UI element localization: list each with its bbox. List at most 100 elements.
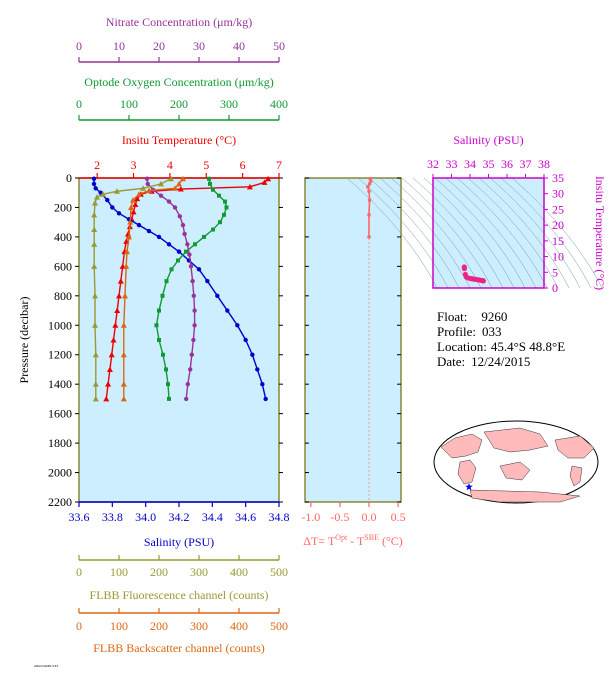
nitrate-point	[192, 323, 197, 328]
fluorescence-point	[140, 185, 146, 191]
oxygen-point	[202, 234, 206, 239]
temperature-tick-label: 4	[167, 158, 173, 172]
backscatter-tick-label: 200	[150, 619, 168, 633]
backscatter-point	[128, 204, 134, 210]
ts-salinity-tick-label: 34	[464, 157, 476, 171]
salinity-point	[93, 186, 98, 191]
density-contour	[379, 177, 471, 289]
salinity-point	[263, 396, 268, 402]
ts-temperature-tick-label: 35	[552, 171, 564, 185]
density-contour	[357, 177, 449, 289]
salinity-point	[91, 176, 97, 181]
oxygen-point	[184, 249, 188, 254]
map-landmass	[457, 459, 477, 485]
pressure-tick-label: 600	[54, 259, 72, 273]
salinity-point	[136, 222, 142, 228]
salinity-point	[91, 181, 97, 187]
ts-inset-title: Salinity (PSU)	[453, 133, 523, 147]
backscatter-point	[130, 197, 136, 203]
nitrate-point	[166, 199, 172, 204]
fluorescence-point	[92, 381, 99, 387]
oxygen-tick-label: 300	[220, 97, 238, 111]
oxygen-point	[207, 176, 211, 181]
float-value: 9260	[481, 309, 508, 324]
pressure-tick-label: 1800	[48, 436, 72, 450]
backscatter-point	[127, 219, 134, 225]
ts-salinity-tick-label: 37	[520, 157, 532, 171]
fluorescence-point	[91, 241, 98, 247]
oxygen-point	[193, 242, 197, 247]
backscatter-tick-label: 500	[270, 619, 288, 633]
density-contour	[423, 177, 515, 289]
salinity-point	[250, 352, 255, 357]
delta-t-tick-label: -1.0	[301, 510, 320, 524]
fluorescence-tick-label: 400	[230, 565, 248, 579]
nitrate-point	[188, 367, 193, 372]
pressure-tick-label: 0	[66, 171, 72, 185]
fluorescence-tick-label: 500	[270, 565, 288, 579]
oxygen-point	[164, 367, 168, 372]
backscatter-tick-label: 300	[190, 619, 208, 633]
temperature-point	[134, 195, 141, 202]
salinity-point	[255, 367, 260, 372]
ts-temperature-tick-label: 0	[552, 281, 558, 295]
salinity-tick-label: 33.8	[102, 510, 123, 524]
temperature-point	[261, 179, 268, 185]
density-contour	[456, 177, 548, 289]
delta-t-title-part: - T	[347, 534, 365, 548]
oxygen-point	[176, 258, 180, 263]
nitrate-point	[184, 396, 189, 402]
salinity-tick-label: 34.6	[235, 510, 256, 524]
delta-t-plot-area	[304, 177, 402, 503]
oxygen-point	[169, 267, 174, 272]
nitrate-tick-label: 30	[193, 39, 205, 53]
density-contour	[346, 177, 438, 289]
fluorescence-point	[92, 351, 99, 358]
oxygen-point	[208, 181, 212, 186]
float-info-panel: Float: 9260 Profile: 033 Location: 45.4°S 4…	[437, 309, 565, 369]
backscatter-point	[136, 191, 142, 197]
pressure-tick-label: 1200	[48, 348, 72, 362]
nitrate-point	[192, 308, 197, 313]
oxygen-tick-label: 100	[120, 97, 138, 111]
nitrate-point	[191, 293, 196, 299]
ts-point	[461, 265, 468, 272]
fluorescence-point	[92, 292, 98, 299]
density-contour	[412, 177, 504, 289]
nitrate-point	[182, 231, 187, 237]
fluorescence-point	[91, 211, 98, 218]
backscatter-point	[172, 185, 178, 191]
temperature-tick-label: 7	[276, 158, 282, 172]
salinity-point	[205, 278, 210, 284]
fluorescence-profile-line	[93, 178, 172, 399]
profile-value: 033	[482, 324, 502, 339]
oxygen-point	[161, 352, 165, 357]
backscatter-axis-title: FLBB Backscatter channel (counts)	[93, 641, 265, 655]
oxygen-tick-label: 0	[76, 97, 82, 111]
ts-salinity-tick-label: 32	[427, 157, 439, 171]
footer-note: ARGO/9260 033	[34, 664, 59, 668]
fluorescence-point	[92, 200, 98, 206]
salinity-point	[166, 242, 172, 247]
delta-t-point	[367, 189, 371, 194]
ts-salinity-tick-label: 36	[501, 157, 513, 171]
pressure-tick-label: 1000	[48, 318, 72, 332]
oxygen-point	[224, 205, 229, 210]
pressure-axis-label: Pressure (decibar)	[17, 297, 31, 384]
nitrate-point	[177, 214, 182, 219]
oxygen-point	[157, 338, 161, 342]
fluorescence-point	[92, 322, 98, 328]
nitrate-point	[187, 252, 192, 257]
oxygen-point	[211, 187, 215, 192]
backscatter-profile-line	[123, 178, 184, 399]
backscatter-point	[146, 187, 152, 194]
nitrate-axis-title: Nitrate Concentration (μm/kg)	[106, 15, 252, 29]
temperature-point	[130, 208, 137, 215]
salinity-tick-label: 33.6	[69, 510, 90, 524]
oxygen-point	[217, 193, 221, 198]
oxygen-point	[166, 382, 170, 387]
fluorescence-tick-label: 100	[110, 565, 128, 579]
ts-point	[480, 278, 486, 284]
temperature-point	[114, 307, 121, 314]
fluorescence-point	[94, 194, 100, 200]
